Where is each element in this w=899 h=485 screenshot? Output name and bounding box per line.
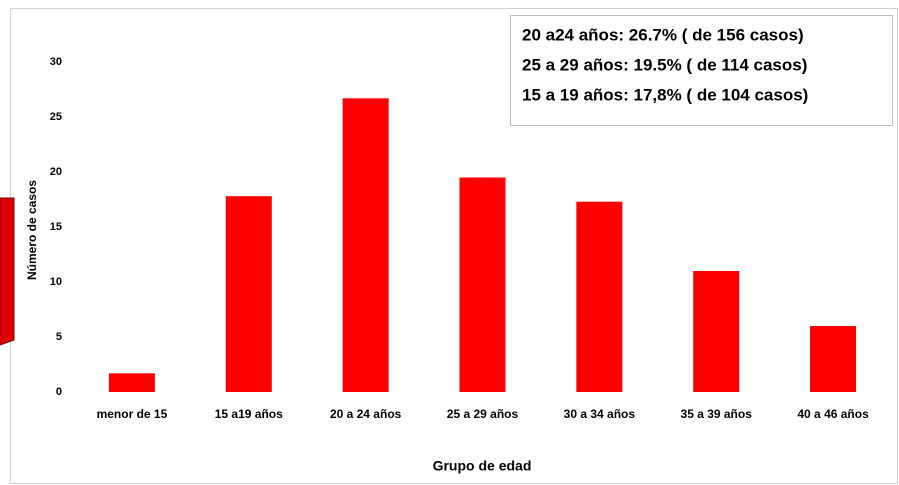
x-tick-label: 30 a 34 años [564,407,636,421]
y-tick-label: 20 [50,166,62,178]
y-tick-label: 30 [50,56,62,68]
y-tick-label: 25 [50,111,62,123]
y-tick-label: 15 [50,221,62,233]
bar [693,271,740,392]
bar [225,196,272,392]
x-tick-label: 25 a 29 años [447,407,519,421]
y-tick-label: 0 [56,386,62,398]
x-tick-label: menor de 15 [97,407,168,421]
annotation: 20 a24 años: 26.7% ( de 156 casos) [522,25,804,44]
bar [576,201,623,392]
x-tick-label: 40 a 46 años [797,407,869,421]
x-tick-label: 20 a 24 años [330,407,402,421]
y-tick-label: 10 [50,276,62,288]
x-tick-label: 35 a 39 años [681,407,753,421]
x-tick-label: 15 a19 años [215,407,283,421]
bar [459,177,506,392]
annotation: 25 a 29 años: 19.5% ( de 114 casos) [522,55,807,74]
bar [810,326,857,392]
y-tick-label: 5 [56,331,62,343]
decoration [0,197,15,346]
bar [108,373,155,392]
annotation-box [510,15,893,126]
bar [342,98,389,393]
x-axis-label: Grupo de edad [433,458,532,474]
annotation: 15 a 19 años: 17,8% ( de 104 casos) [522,85,808,104]
y-axis-label: Número de casos [25,180,39,280]
